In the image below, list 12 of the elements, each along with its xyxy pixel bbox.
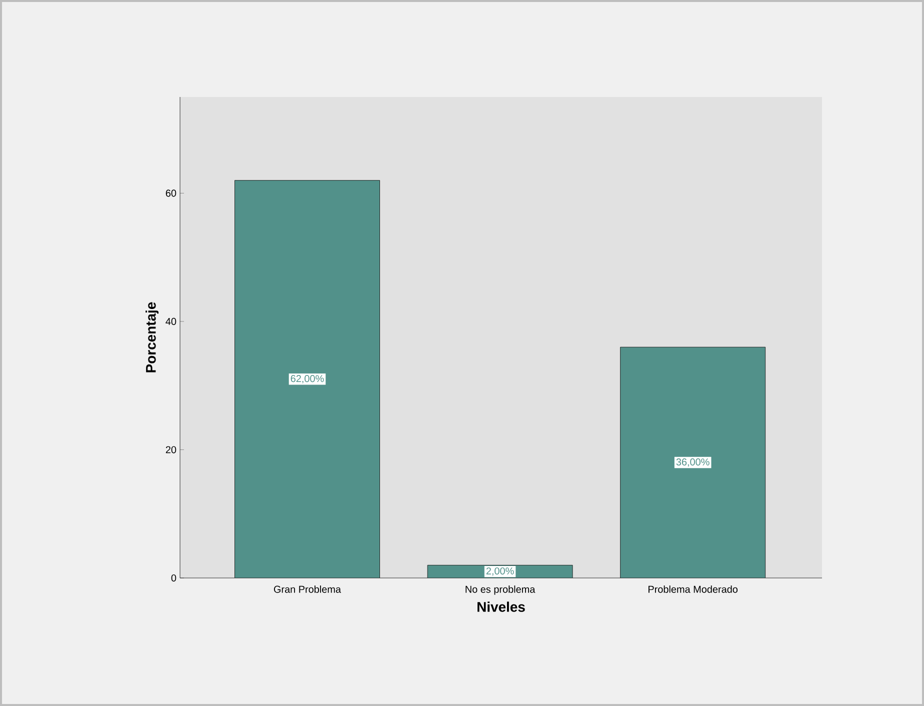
x-tick-label: Gran Problema [274, 586, 342, 593]
x-tick-label: No es problema [466, 586, 536, 595]
y-tick-label: 40 [166, 318, 176, 325]
y-tick-label: 20 [166, 446, 176, 454]
x-axis-title: Niveles [478, 602, 525, 612]
data-label: 62,00% [290, 375, 324, 384]
y-axis-title: Porcentaje [146, 302, 159, 372]
y-tick-label: 60 [166, 190, 176, 197]
data-label: 36,00% [676, 458, 710, 467]
data-label: 2,00% [486, 567, 514, 576]
y-tick-label: 0 [171, 574, 176, 582]
x-tick-label: Problema Moderado [648, 586, 738, 593]
